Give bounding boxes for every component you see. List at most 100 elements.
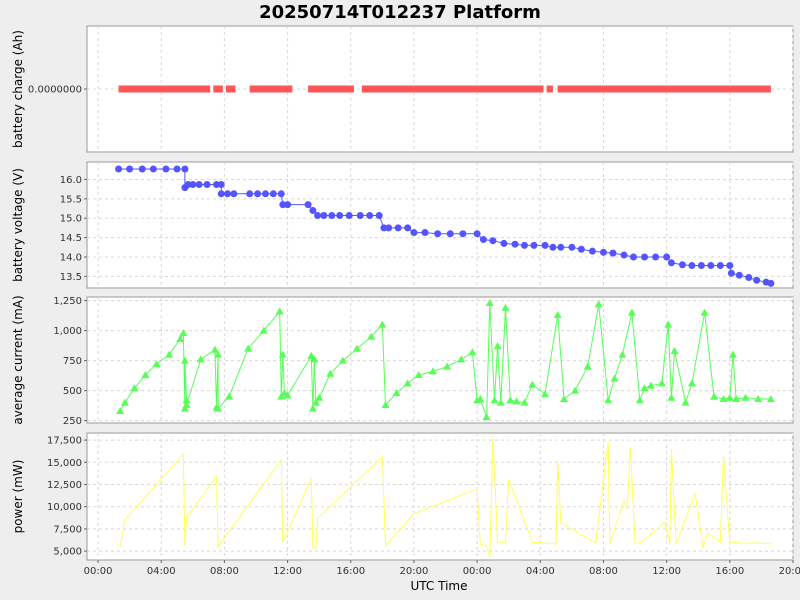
voltage-point [375,212,383,220]
current-point [725,393,734,401]
voltage-point [568,243,576,251]
current-point [646,381,655,389]
current-point [732,395,741,402]
y-tick-label: 16.0 [60,175,82,186]
current-point [457,355,466,363]
voltage-point [473,230,481,238]
x-axis: 00:00 04:00 08:00 12:00 16:00 20:00 00:00 04:00… [84,560,800,577]
y-axis-label: power (mW) [11,460,25,534]
current-point [506,396,515,404]
current-point [496,398,505,406]
current-point [528,380,537,388]
x-tick-label: 12:00 [652,566,681,577]
voltage-point [126,165,134,173]
voltage-point [663,253,671,261]
voltage-point [309,206,317,214]
voltage-point [394,224,402,232]
y-axis-label: average current (mA) [11,295,25,424]
voltage-point [246,190,254,198]
voltage-point [189,180,197,188]
current-point [152,360,161,368]
current-point [541,390,550,398]
voltage-point [727,269,735,277]
current-point [604,396,613,404]
current-point [338,356,347,364]
voltage-point [162,165,170,173]
current-point [225,392,234,400]
panel-current: 250 500 750 1,000 1,250 average current (mA) [11,295,794,427]
voltage-point [261,190,269,198]
voltage-point [320,212,328,220]
y-tick-label: 15.0 [60,214,82,225]
current-point [214,350,223,358]
voltage-point [254,190,262,198]
voltage-point [489,237,497,245]
x-tick-label: 00:00 [463,566,492,577]
current-point [681,398,690,406]
voltage-point [641,253,649,261]
x-tick-label: 04:00 [526,566,555,577]
current-point [180,356,189,364]
voltage-point [404,224,412,232]
current-point [367,332,376,340]
voltage-point [629,253,637,261]
current-point [710,392,719,400]
y-tick-label: 10,000 [47,502,82,513]
voltage-point [314,212,322,220]
charge-point-segment [249,85,293,93]
voltage-point [652,253,660,261]
voltage-point [277,190,285,198]
current-point [278,350,287,358]
current-point [741,393,750,401]
voltage-point [609,249,617,257]
x-tick-label: 04:00 [147,566,176,577]
voltage-point [707,262,715,270]
current-point [719,395,728,402]
current-point [165,350,174,358]
current-point [120,398,129,406]
current-point [403,379,412,387]
voltage-point [459,230,467,238]
charge-point-segment [118,85,211,93]
voltage-point [224,190,232,198]
voltage-point [577,245,585,253]
current-point [116,407,125,414]
voltage-point [195,180,203,188]
y-tick-label: 12,500 [47,480,82,491]
voltage-point [217,180,225,188]
voltage-point [716,262,724,270]
charge-point-segment [308,85,354,93]
current-point [428,367,437,375]
current-point [553,311,562,318]
current-point [618,350,627,358]
current-point [180,404,189,412]
x-tick-label: 16:00 [336,566,365,577]
voltage-point [284,201,292,209]
current-point [182,396,191,404]
current-point [443,362,452,370]
current-point [687,379,696,387]
voltage-point [336,212,344,220]
current-point [754,395,763,402]
charge-point-segment [225,85,236,93]
current-point [610,374,619,382]
current-point [277,392,286,400]
voltage-point [588,247,596,255]
voltage-point [385,224,393,232]
current-point [196,355,205,363]
y-tick-label: 14.5 [60,233,82,244]
x-tick-label: 20:00 [400,566,429,577]
current-point [766,395,775,402]
voltage-point [726,262,734,270]
current-point [130,384,139,392]
voltage-point [549,243,557,251]
y-axis-label: battery charge (Ah) [11,30,25,148]
y-tick-label: 250 [63,416,82,427]
current-point [312,398,321,406]
current-point [728,350,737,358]
current-point [670,347,679,354]
current-point [571,386,580,394]
current-point [244,344,253,352]
